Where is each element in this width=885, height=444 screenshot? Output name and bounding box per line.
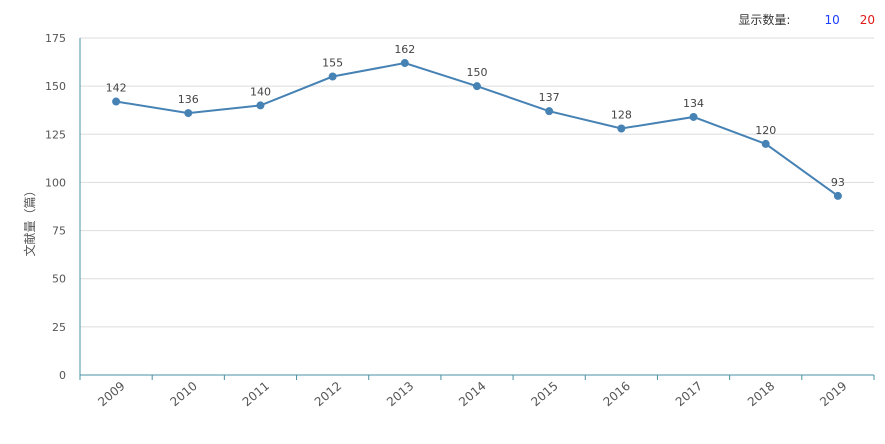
data-point[interactable] [833, 191, 842, 200]
data-label: 155 [322, 57, 343, 70]
data-label: 140 [250, 85, 271, 98]
y-tick-label: 125 [45, 128, 66, 141]
x-tick-label: 2012 [312, 379, 344, 409]
x-tick-label: 2018 [745, 379, 777, 409]
data-point[interactable] [184, 109, 193, 118]
data-label: 150 [467, 66, 488, 79]
y-axis-ticks: 0 25 50 75 100 125 150 175 [45, 32, 66, 382]
x-tick-label: 2011 [240, 379, 272, 409]
y-tick-label: 25 [52, 321, 66, 334]
y-tick-label: 150 [45, 80, 66, 93]
data-label: 162 [394, 43, 415, 56]
y-axis-label: 文献量（篇） [22, 184, 37, 256]
display-count-control: 显示数量: 10 20 [738, 11, 875, 28]
data-label: 134 [683, 97, 704, 110]
data-point[interactable] [256, 101, 265, 110]
series-line-group: 142 136 140 155 162 150 137 128 134 120 93 [106, 43, 845, 200]
grid-lines [80, 37, 874, 328]
data-label: 136 [178, 93, 199, 106]
y-tick-label: 75 [52, 225, 66, 238]
data-point[interactable] [328, 72, 337, 81]
x-tick-label: 2010 [168, 379, 200, 409]
display-count-option-20[interactable]: 20 [859, 12, 875, 27]
display-count-option-10[interactable]: 10 [824, 12, 840, 27]
data-label: 93 [831, 176, 845, 189]
y-tick-label: 0 [59, 369, 66, 382]
x-tick-label: 2009 [95, 379, 127, 409]
x-tick-label: 2017 [673, 379, 705, 409]
x-axis: 2009 2010 2011 2012 2013 2014 2015 2016 2017 2018… [79, 38, 875, 409]
x-tick-label: 2014 [456, 379, 488, 409]
y-tick-label: 100 [45, 176, 66, 189]
data-label: 142 [106, 82, 127, 95]
x-tick-label: 2015 [528, 379, 560, 409]
data-point[interactable] [617, 124, 626, 133]
data-label: 120 [755, 124, 776, 137]
data-label: 128 [611, 109, 632, 122]
data-point[interactable] [545, 107, 554, 116]
x-tick-label: 2016 [601, 379, 633, 409]
display-count-label: 显示数量: [738, 13, 791, 27]
data-point[interactable] [761, 139, 770, 148]
data-point[interactable] [112, 97, 121, 106]
data-point[interactable] [400, 59, 409, 68]
data-label: 137 [539, 91, 560, 104]
y-tick-label: 50 [52, 273, 66, 286]
y-tick-label: 175 [45, 32, 66, 45]
data-point[interactable] [473, 82, 481, 91]
x-tick-label: 2013 [384, 379, 416, 409]
x-tick-label: 2019 [817, 379, 849, 409]
data-point[interactable] [689, 112, 698, 121]
